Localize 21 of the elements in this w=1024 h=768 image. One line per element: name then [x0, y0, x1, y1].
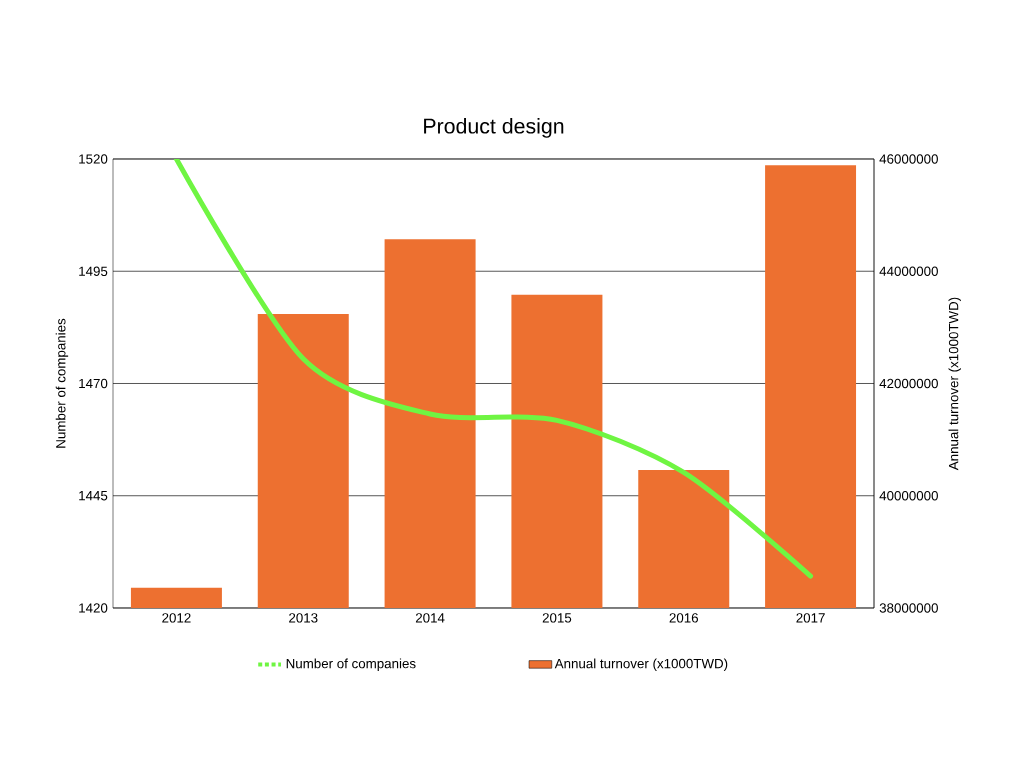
- x-tick-label: 2015: [542, 613, 572, 623]
- y2-axis-title: Annual turnover (x1000TWD): [948, 297, 961, 471]
- y-tick-label: 1495: [79, 266, 108, 276]
- y-tick-label: 1445: [79, 491, 108, 501]
- x-tick-label: 2014: [415, 613, 445, 623]
- y2-tick-label: 42000000: [879, 378, 938, 389]
- x-tick-label: 2012: [162, 613, 191, 623]
- y-tick-label: 1420: [79, 603, 108, 613]
- chart-title: Product design: [424, 117, 564, 138]
- legend-label: Number of companies: [286, 658, 416, 671]
- legend-label: Annual turnover (x1000TWD): [554, 658, 728, 671]
- y-axis-title: Number of companies: [55, 318, 69, 448]
- x-tick-label: 2013: [289, 613, 318, 623]
- y-tick-label: 1470: [79, 378, 108, 389]
- y2-tick-label: 38000000: [879, 603, 938, 613]
- y2-tick-label: 46000000: [879, 154, 938, 164]
- x-tick-label: 2017: [796, 613, 825, 623]
- y-tick-label: 1520: [79, 154, 108, 164]
- y2-tick-label: 40000000: [879, 491, 938, 501]
- y2-tick-label: 44000000: [879, 266, 938, 276]
- x-tick-label: 2016: [669, 613, 698, 623]
